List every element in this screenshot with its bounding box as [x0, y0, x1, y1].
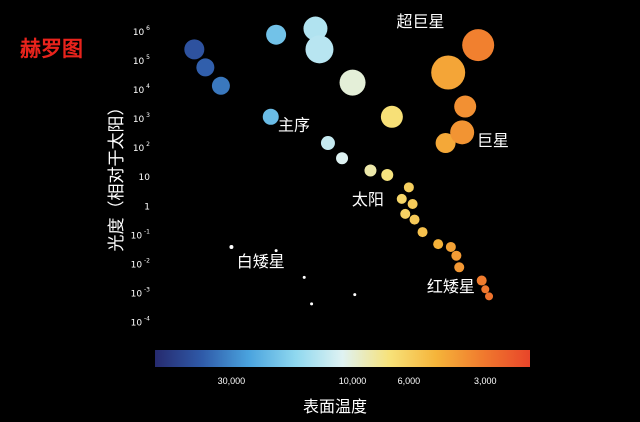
x-axis-label: 表面温度	[303, 397, 367, 416]
star-point	[303, 16, 328, 41]
star-point	[381, 168, 394, 181]
star-point	[445, 241, 456, 252]
star-point	[454, 262, 465, 273]
y-tick-label: 1	[144, 202, 150, 212]
y-tick-label: 10 -3	[131, 287, 151, 300]
star-point	[262, 108, 279, 125]
x-tick-label: 10,000	[339, 376, 367, 386]
series-2	[184, 39, 494, 301]
y-tick-base: 10	[131, 290, 143, 300]
star-point	[229, 244, 234, 249]
star-point	[433, 239, 444, 250]
chart-title: 赫罗图	[20, 37, 83, 61]
series-4	[229, 244, 357, 306]
y-tick-label: 10 -1	[131, 228, 151, 241]
star-point	[462, 29, 495, 62]
y-tick-label: 10 5	[133, 54, 150, 67]
star-point	[431, 55, 466, 90]
star-point	[336, 152, 349, 165]
y-tick-base: 10	[133, 28, 145, 38]
y-tick-label: 10 6	[133, 25, 150, 38]
y-tick-base: 10	[133, 57, 145, 67]
x-tick-label: 30,000	[218, 376, 246, 386]
star-point	[476, 275, 487, 286]
region-label: 超巨星	[396, 12, 444, 31]
y-tick-exponent: 4	[144, 83, 150, 90]
star-point	[339, 69, 366, 96]
y-tick-label: 10 2	[133, 141, 150, 154]
y-tick-exponent: 3	[144, 112, 150, 119]
y-tick-exponent: -4	[142, 316, 150, 323]
star-point	[211, 76, 230, 95]
y-tick-label: 10 4	[133, 83, 150, 96]
y-tick-exponent: 5	[144, 54, 150, 61]
y-tick-exponent: -2	[142, 257, 150, 264]
y-tick-exponent: -3	[142, 287, 150, 294]
star-point	[196, 58, 215, 77]
y-tick-base: 10	[133, 144, 145, 154]
star-point	[485, 292, 494, 301]
star-point	[450, 120, 475, 145]
series-0	[266, 16, 495, 128]
y-tick-base: 10	[131, 231, 143, 241]
star-point	[266, 24, 287, 45]
y-axis-label: 光度（相对于太阳）	[107, 99, 127, 252]
region-label: 主序	[278, 116, 310, 135]
y-tick-base: 10	[133, 86, 145, 96]
star-point	[454, 95, 477, 118]
y-tick-base: 10	[131, 319, 143, 329]
x-tick-label: 6,000	[398, 376, 421, 386]
star-point	[407, 199, 418, 210]
temperature-colorbar	[155, 350, 530, 367]
y-tick-base: 1	[144, 202, 150, 212]
star-point	[451, 250, 462, 261]
region-label: 巨星	[477, 131, 509, 150]
data-points	[184, 16, 495, 306]
y-tick-base: 10	[131, 260, 143, 270]
region-label: 白矮星	[237, 252, 285, 271]
star-point	[481, 285, 490, 294]
y-tick-label: 10	[139, 173, 151, 183]
star-point	[417, 227, 428, 238]
y-tick-exponent: -1	[142, 228, 150, 235]
y-tick-label: 10 -4	[131, 316, 151, 329]
star-point	[435, 133, 456, 154]
star-point	[409, 214, 420, 225]
region-label: 太阳	[352, 190, 384, 209]
star-point	[302, 275, 306, 279]
star-point	[320, 136, 335, 151]
star-point	[353, 293, 357, 297]
x-axis-ticks: 30,000 10,000 6,000 3,000	[218, 376, 497, 386]
y-tick-base: 10	[139, 173, 151, 183]
region-label: 红矮星	[427, 277, 475, 296]
star-point	[364, 164, 377, 177]
star-point	[310, 302, 314, 306]
star-point	[400, 208, 411, 219]
y-tick-exponent: 6	[144, 25, 150, 32]
y-tick-label: 10 -2	[131, 257, 151, 270]
star-point	[380, 105, 403, 128]
y-tick-label: 10 3	[133, 112, 150, 125]
star-point	[403, 182, 414, 193]
series-1	[435, 95, 477, 154]
x-tick-label: 3,000	[474, 376, 497, 386]
star-point	[184, 39, 205, 60]
star-point	[396, 193, 407, 204]
star-point	[305, 35, 334, 64]
star-point	[274, 249, 278, 253]
y-tick-base: 10	[133, 115, 145, 125]
y-tick-exponent: 2	[144, 141, 150, 148]
